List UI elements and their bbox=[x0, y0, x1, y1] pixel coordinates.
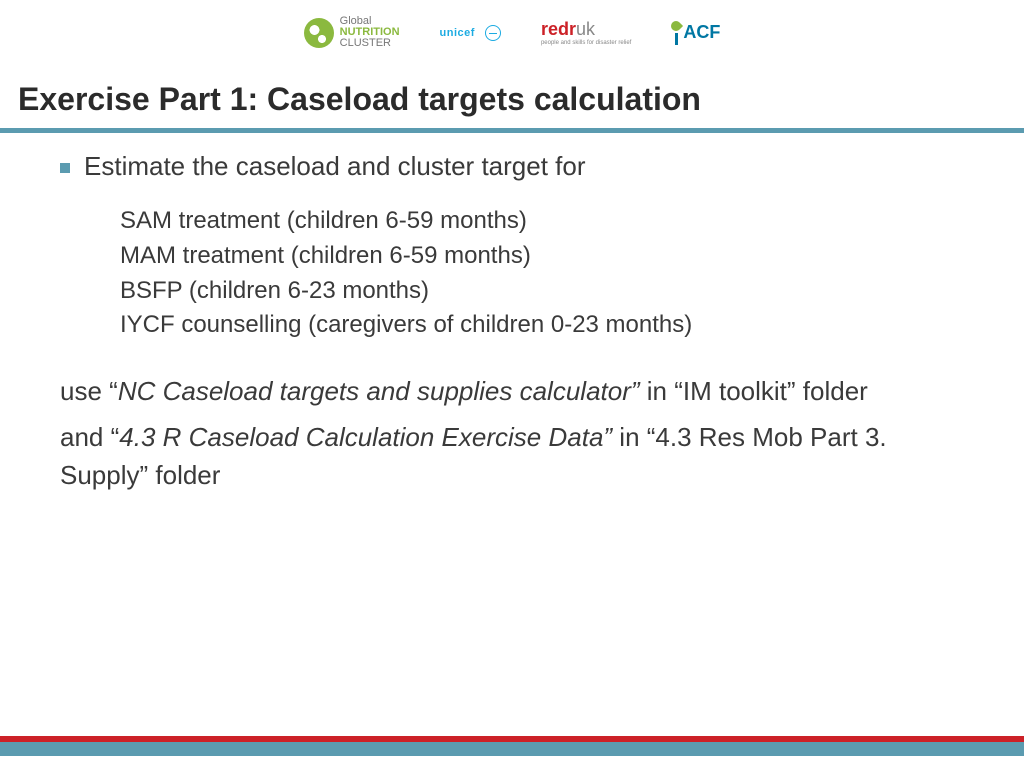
globe-icon bbox=[485, 25, 501, 41]
unicef-text: unicef bbox=[440, 27, 475, 39]
gnc-line3: CLUSTER bbox=[340, 38, 400, 49]
redr-sub: people and skills for disaster relief bbox=[541, 40, 631, 46]
instruction-2: and “4.3 R Caseload Calculation Exercise… bbox=[60, 419, 964, 494]
instr1-post: in “IM toolkit” folder bbox=[647, 376, 868, 406]
bullet-icon bbox=[60, 163, 70, 173]
logo-acf: ACF bbox=[671, 21, 720, 45]
logo-unicef: unicef bbox=[440, 25, 501, 41]
instr1-ital: NC Caseload targets and supplies calcula… bbox=[118, 376, 647, 406]
instr2-pre: and “ bbox=[60, 422, 119, 452]
bullet-main-text: Estimate the caseload and cluster target… bbox=[84, 151, 586, 182]
acf-icon bbox=[671, 21, 681, 45]
sub-item: BSFP (children 6-23 months) bbox=[120, 274, 964, 309]
instruction-1: use “NC Caseload targets and supplies ca… bbox=[60, 373, 964, 411]
footer-bar-teal bbox=[0, 742, 1024, 756]
slide-content: Estimate the caseload and cluster target… bbox=[0, 151, 1024, 494]
acf-text: ACF bbox=[683, 22, 720, 43]
logo-global-nutrition-cluster: Global NUTRITION CLUSTER bbox=[304, 16, 400, 49]
logo-redr: redruk people and skills for disaster re… bbox=[541, 19, 631, 46]
slide-title: Exercise Part 1: Caseload targets calcul… bbox=[0, 61, 1024, 128]
logo-strip: Global NUTRITION CLUSTER unicef redruk p… bbox=[0, 0, 1024, 61]
title-underline bbox=[0, 128, 1024, 133]
redr-red: redr bbox=[541, 19, 576, 39]
redr-gray: uk bbox=[576, 19, 595, 39]
sub-item: SAM treatment (children 6-59 months) bbox=[120, 204, 964, 239]
instr1-pre: use “ bbox=[60, 376, 118, 406]
bullet-main: Estimate the caseload and cluster target… bbox=[60, 151, 964, 182]
sub-list: SAM treatment (children 6-59 months) MAM… bbox=[60, 204, 964, 343]
instr2-ital: 4.3 R Caseload Calculation Exercise Data… bbox=[119, 422, 619, 452]
gnc-icon bbox=[304, 18, 334, 48]
sub-item: MAM treatment (children 6-59 months) bbox=[120, 239, 964, 274]
sub-item: IYCF counselling (caregivers of children… bbox=[120, 308, 964, 343]
footer-bars bbox=[0, 736, 1024, 756]
